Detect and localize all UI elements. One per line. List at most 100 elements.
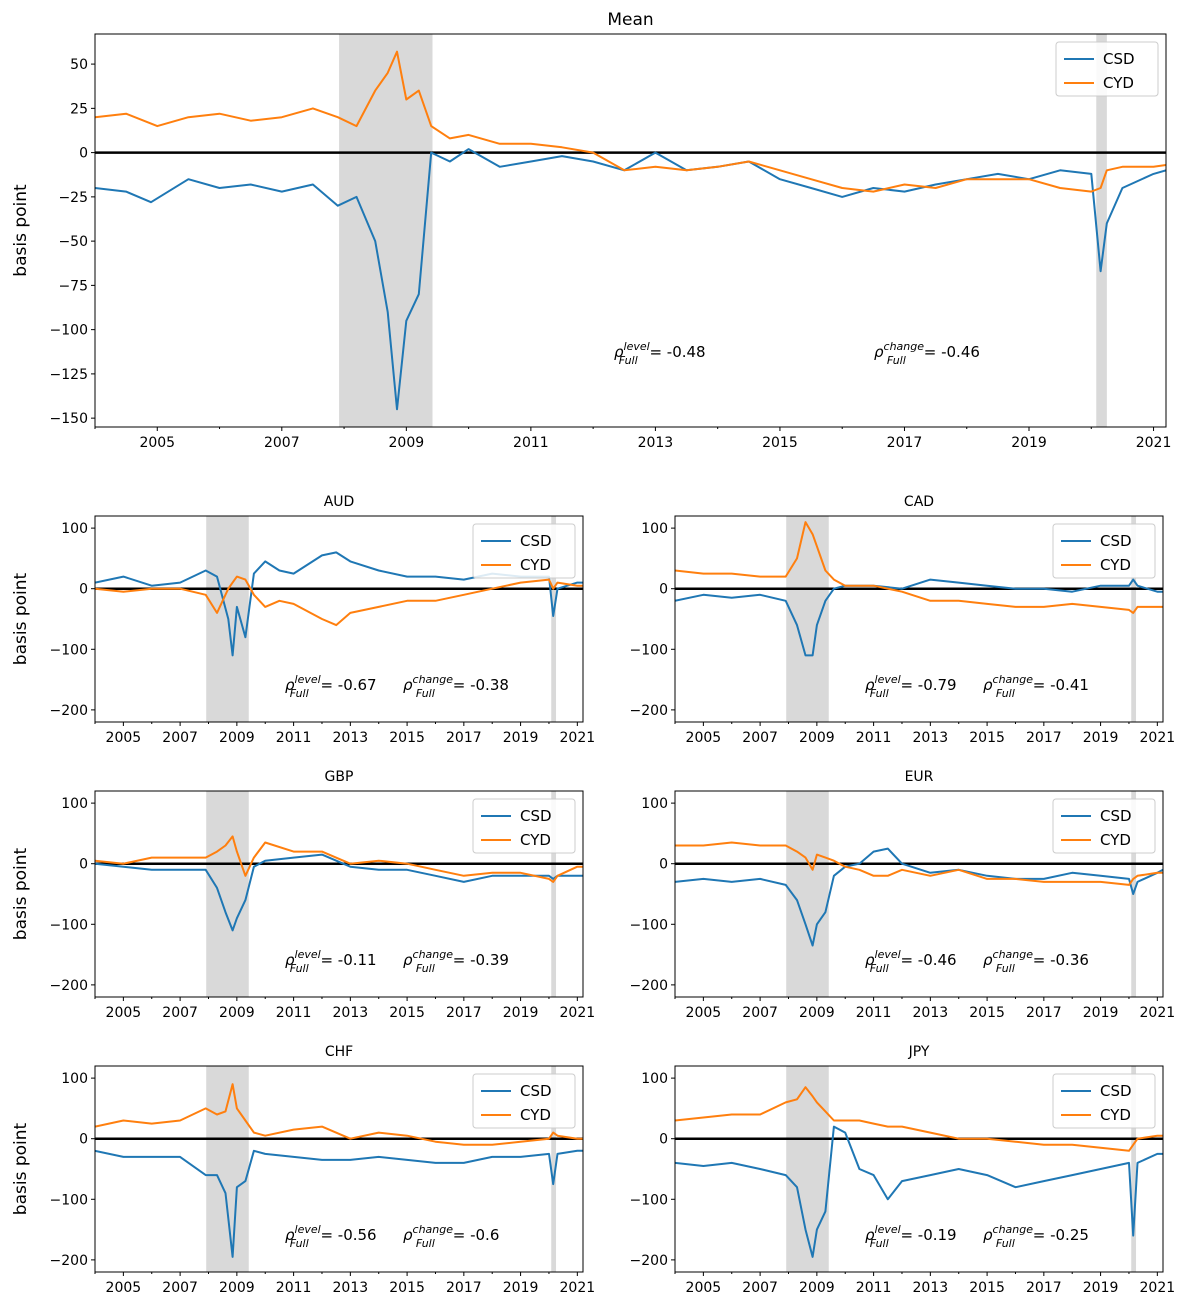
recession-shade bbox=[1131, 516, 1137, 722]
x-tick-label: 2011 bbox=[856, 1005, 892, 1021]
x-tick-label: 2019 bbox=[1083, 1280, 1119, 1296]
recession-shade bbox=[1131, 1066, 1137, 1272]
y-tick-label: 100 bbox=[641, 796, 668, 812]
x-tick-label: 2011 bbox=[276, 1280, 312, 1296]
legend: CSD CYD bbox=[472, 1073, 576, 1129]
y-tick-label: −100 bbox=[50, 917, 88, 933]
panel-title: JPY bbox=[908, 1044, 930, 1060]
series-line-cyd bbox=[675, 1086, 1163, 1152]
x-tick-label: 2021 bbox=[1136, 435, 1172, 451]
rho-level-annotation: ρlevel Full = -0.67 bbox=[285, 673, 377, 700]
x-tick-label: 2009 bbox=[799, 730, 835, 746]
series-line-csd bbox=[675, 1125, 1163, 1258]
rho-change-annotation: ρchange Full = -0.46 bbox=[874, 340, 980, 367]
x-tick-label: 2005 bbox=[106, 730, 142, 746]
legend-label-cyd: CYD bbox=[520, 1106, 551, 1124]
y-tick-label: 0 bbox=[79, 1132, 88, 1148]
x-tick-label: 2013 bbox=[333, 730, 369, 746]
x-tick-label: 2005 bbox=[106, 1280, 142, 1296]
x-tick-label: 2009 bbox=[799, 1005, 835, 1021]
recession-shade bbox=[206, 791, 249, 997]
series-line-csd bbox=[95, 853, 583, 932]
series-line-csd bbox=[675, 578, 1163, 657]
x-tick-label: 2013 bbox=[333, 1005, 369, 1021]
y-tick-label: −100 bbox=[50, 323, 88, 339]
x-tick-label: 2019 bbox=[1083, 730, 1119, 746]
y-tick-label: −100 bbox=[630, 1192, 668, 1208]
series-line-cyd bbox=[675, 521, 1163, 614]
x-tick-label: 2013 bbox=[913, 1005, 949, 1021]
legend-label-csd: CSD bbox=[520, 1082, 552, 1100]
y-tick-label: −200 bbox=[630, 703, 668, 719]
y-tick-label: 100 bbox=[61, 521, 88, 537]
rho-level-annotation: ρlevel Full = -0.79 bbox=[865, 673, 957, 700]
y-axis-label: basis point bbox=[11, 184, 31, 277]
x-tick-label: 2015 bbox=[969, 1280, 1005, 1296]
axes-frame bbox=[674, 515, 1164, 723]
panel-chf: −200 −100 0 100 2005 2007 2009 2011 2013 2015 2017… bbox=[11, 1044, 595, 1296]
recession-shade bbox=[339, 34, 433, 427]
x-tick-label: 2015 bbox=[389, 1005, 425, 1021]
rho-change-annotation: ρchange Full = -0.41 bbox=[983, 673, 1089, 700]
rho-change-annotation: ρchange Full = -0.36 bbox=[983, 948, 1089, 975]
y-tick-label: 100 bbox=[61, 1071, 88, 1087]
x-tick-label: 2021 bbox=[560, 730, 596, 746]
x-tick-label: 2021 bbox=[560, 1005, 596, 1021]
axes-frame bbox=[674, 790, 1164, 998]
axes-frame bbox=[674, 1065, 1164, 1273]
y-tick-label: −100 bbox=[630, 917, 668, 933]
x-tick-label: 2005 bbox=[139, 435, 175, 451]
x-tick-label: 2009 bbox=[219, 730, 255, 746]
x-tick-label: 2011 bbox=[276, 730, 312, 746]
x-tick-label: 2017 bbox=[446, 1005, 482, 1021]
legend-label-cyd: CYD bbox=[1100, 556, 1131, 574]
x-tick-label: 2019 bbox=[1083, 1005, 1119, 1021]
y-tick-label: 0 bbox=[79, 582, 88, 598]
panel-aud: −200 −100 0 100 2005 2007 2009 2011 2013 2015 2017… bbox=[11, 494, 595, 746]
legend-label-cyd: CYD bbox=[1103, 74, 1134, 92]
x-tick-label: 2005 bbox=[686, 730, 722, 746]
x-tick-label: 2009 bbox=[799, 1280, 835, 1296]
legend-label-cyd: CYD bbox=[1100, 1106, 1131, 1124]
x-tick-label: 2005 bbox=[106, 1005, 142, 1021]
y-tick-label: 0 bbox=[659, 857, 668, 873]
panel-cad: −200 −100 0 100 2005 2007 2009 2011 2013 2015 2017… bbox=[630, 494, 1176, 746]
rho-change-annotation: ρchange Full = -0.25 bbox=[983, 1223, 1089, 1250]
x-tick-label: 2013 bbox=[333, 1280, 369, 1296]
y-tick-label: −200 bbox=[50, 978, 88, 994]
panel-title: CAD bbox=[904, 494, 934, 510]
x-tick-label: 2007 bbox=[162, 730, 198, 746]
x-tick-label: 2007 bbox=[742, 730, 778, 746]
y-tick-label: 100 bbox=[641, 1071, 668, 1087]
rho-level-annotation: ρlevel Full = -0.46 bbox=[865, 948, 957, 975]
y-axis-label: basis point bbox=[11, 1122, 31, 1215]
y-tick-label: −100 bbox=[50, 642, 88, 658]
x-tick-label: 2009 bbox=[389, 435, 425, 451]
legend-label-csd: CSD bbox=[520, 807, 552, 825]
y-tick-label: −75 bbox=[58, 278, 88, 294]
y-tick-label: 0 bbox=[659, 1132, 668, 1148]
x-tick-label: 2007 bbox=[742, 1280, 778, 1296]
y-tick-label: −100 bbox=[50, 1192, 88, 1208]
series-line-cyd bbox=[675, 841, 1163, 886]
axes-frame bbox=[94, 790, 584, 998]
x-tick-label: 2009 bbox=[219, 1280, 255, 1296]
x-tick-label: 2015 bbox=[762, 435, 798, 451]
series-line-csd bbox=[95, 1149, 583, 1258]
legend-label-csd: CSD bbox=[1100, 532, 1132, 550]
legend-label-csd: CSD bbox=[1103, 50, 1135, 68]
legend: CSD CYD bbox=[1052, 523, 1156, 579]
legend: CSD CYD bbox=[472, 798, 576, 854]
rho-level-annotation: ρlevel Full = -0.19 bbox=[865, 1223, 957, 1250]
y-tick-label: −125 bbox=[50, 367, 88, 383]
x-tick-label: 2019 bbox=[503, 730, 539, 746]
x-tick-label: 2017 bbox=[887, 435, 923, 451]
y-tick-label: 100 bbox=[641, 521, 668, 537]
x-tick-label: 2019 bbox=[503, 1280, 539, 1296]
x-tick-label: 2011 bbox=[276, 1005, 312, 1021]
x-tick-label: 2015 bbox=[389, 1280, 425, 1296]
x-tick-label: 2013 bbox=[913, 1280, 949, 1296]
x-tick-label: 2021 bbox=[560, 1280, 596, 1296]
x-tick-label: 2009 bbox=[219, 1005, 255, 1021]
